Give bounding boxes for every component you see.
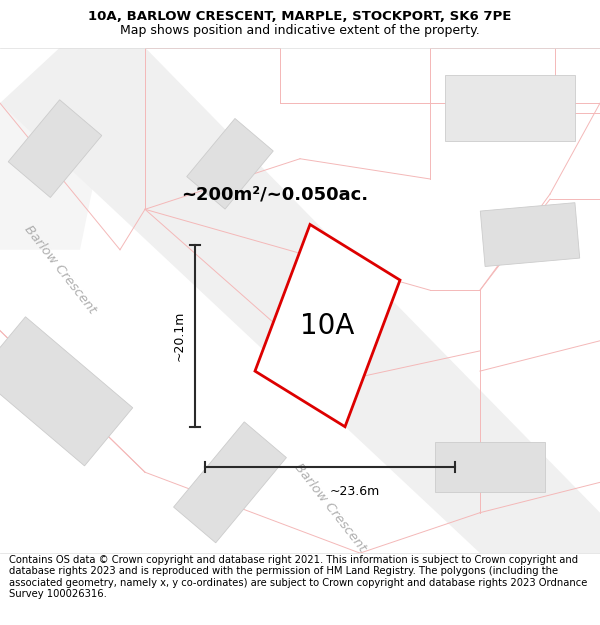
Text: 10A: 10A (301, 312, 355, 339)
Text: ~20.1m: ~20.1m (173, 311, 185, 361)
Polygon shape (480, 202, 580, 266)
Polygon shape (255, 224, 400, 427)
Polygon shape (0, 103, 110, 250)
Text: ~200m²/~0.050ac.: ~200m²/~0.050ac. (181, 185, 368, 203)
Text: 10A, BARLOW CRESCENT, MARPLE, STOCKPORT, SK6 7PE: 10A, BARLOW CRESCENT, MARPLE, STOCKPORT,… (88, 11, 512, 24)
Polygon shape (173, 422, 286, 543)
Polygon shape (8, 100, 102, 198)
Polygon shape (0, 317, 133, 466)
Polygon shape (445, 75, 575, 141)
Polygon shape (0, 48, 600, 553)
Text: Contains OS data © Crown copyright and database right 2021. This information is : Contains OS data © Crown copyright and d… (9, 554, 587, 599)
Text: Barlow Crescent: Barlow Crescent (22, 223, 98, 317)
Text: Map shows position and indicative extent of the property.: Map shows position and indicative extent… (120, 24, 480, 37)
Text: Barlow Crescent: Barlow Crescent (292, 461, 368, 554)
Text: ~23.6m: ~23.6m (330, 486, 380, 498)
Polygon shape (187, 119, 273, 209)
Polygon shape (435, 442, 545, 493)
